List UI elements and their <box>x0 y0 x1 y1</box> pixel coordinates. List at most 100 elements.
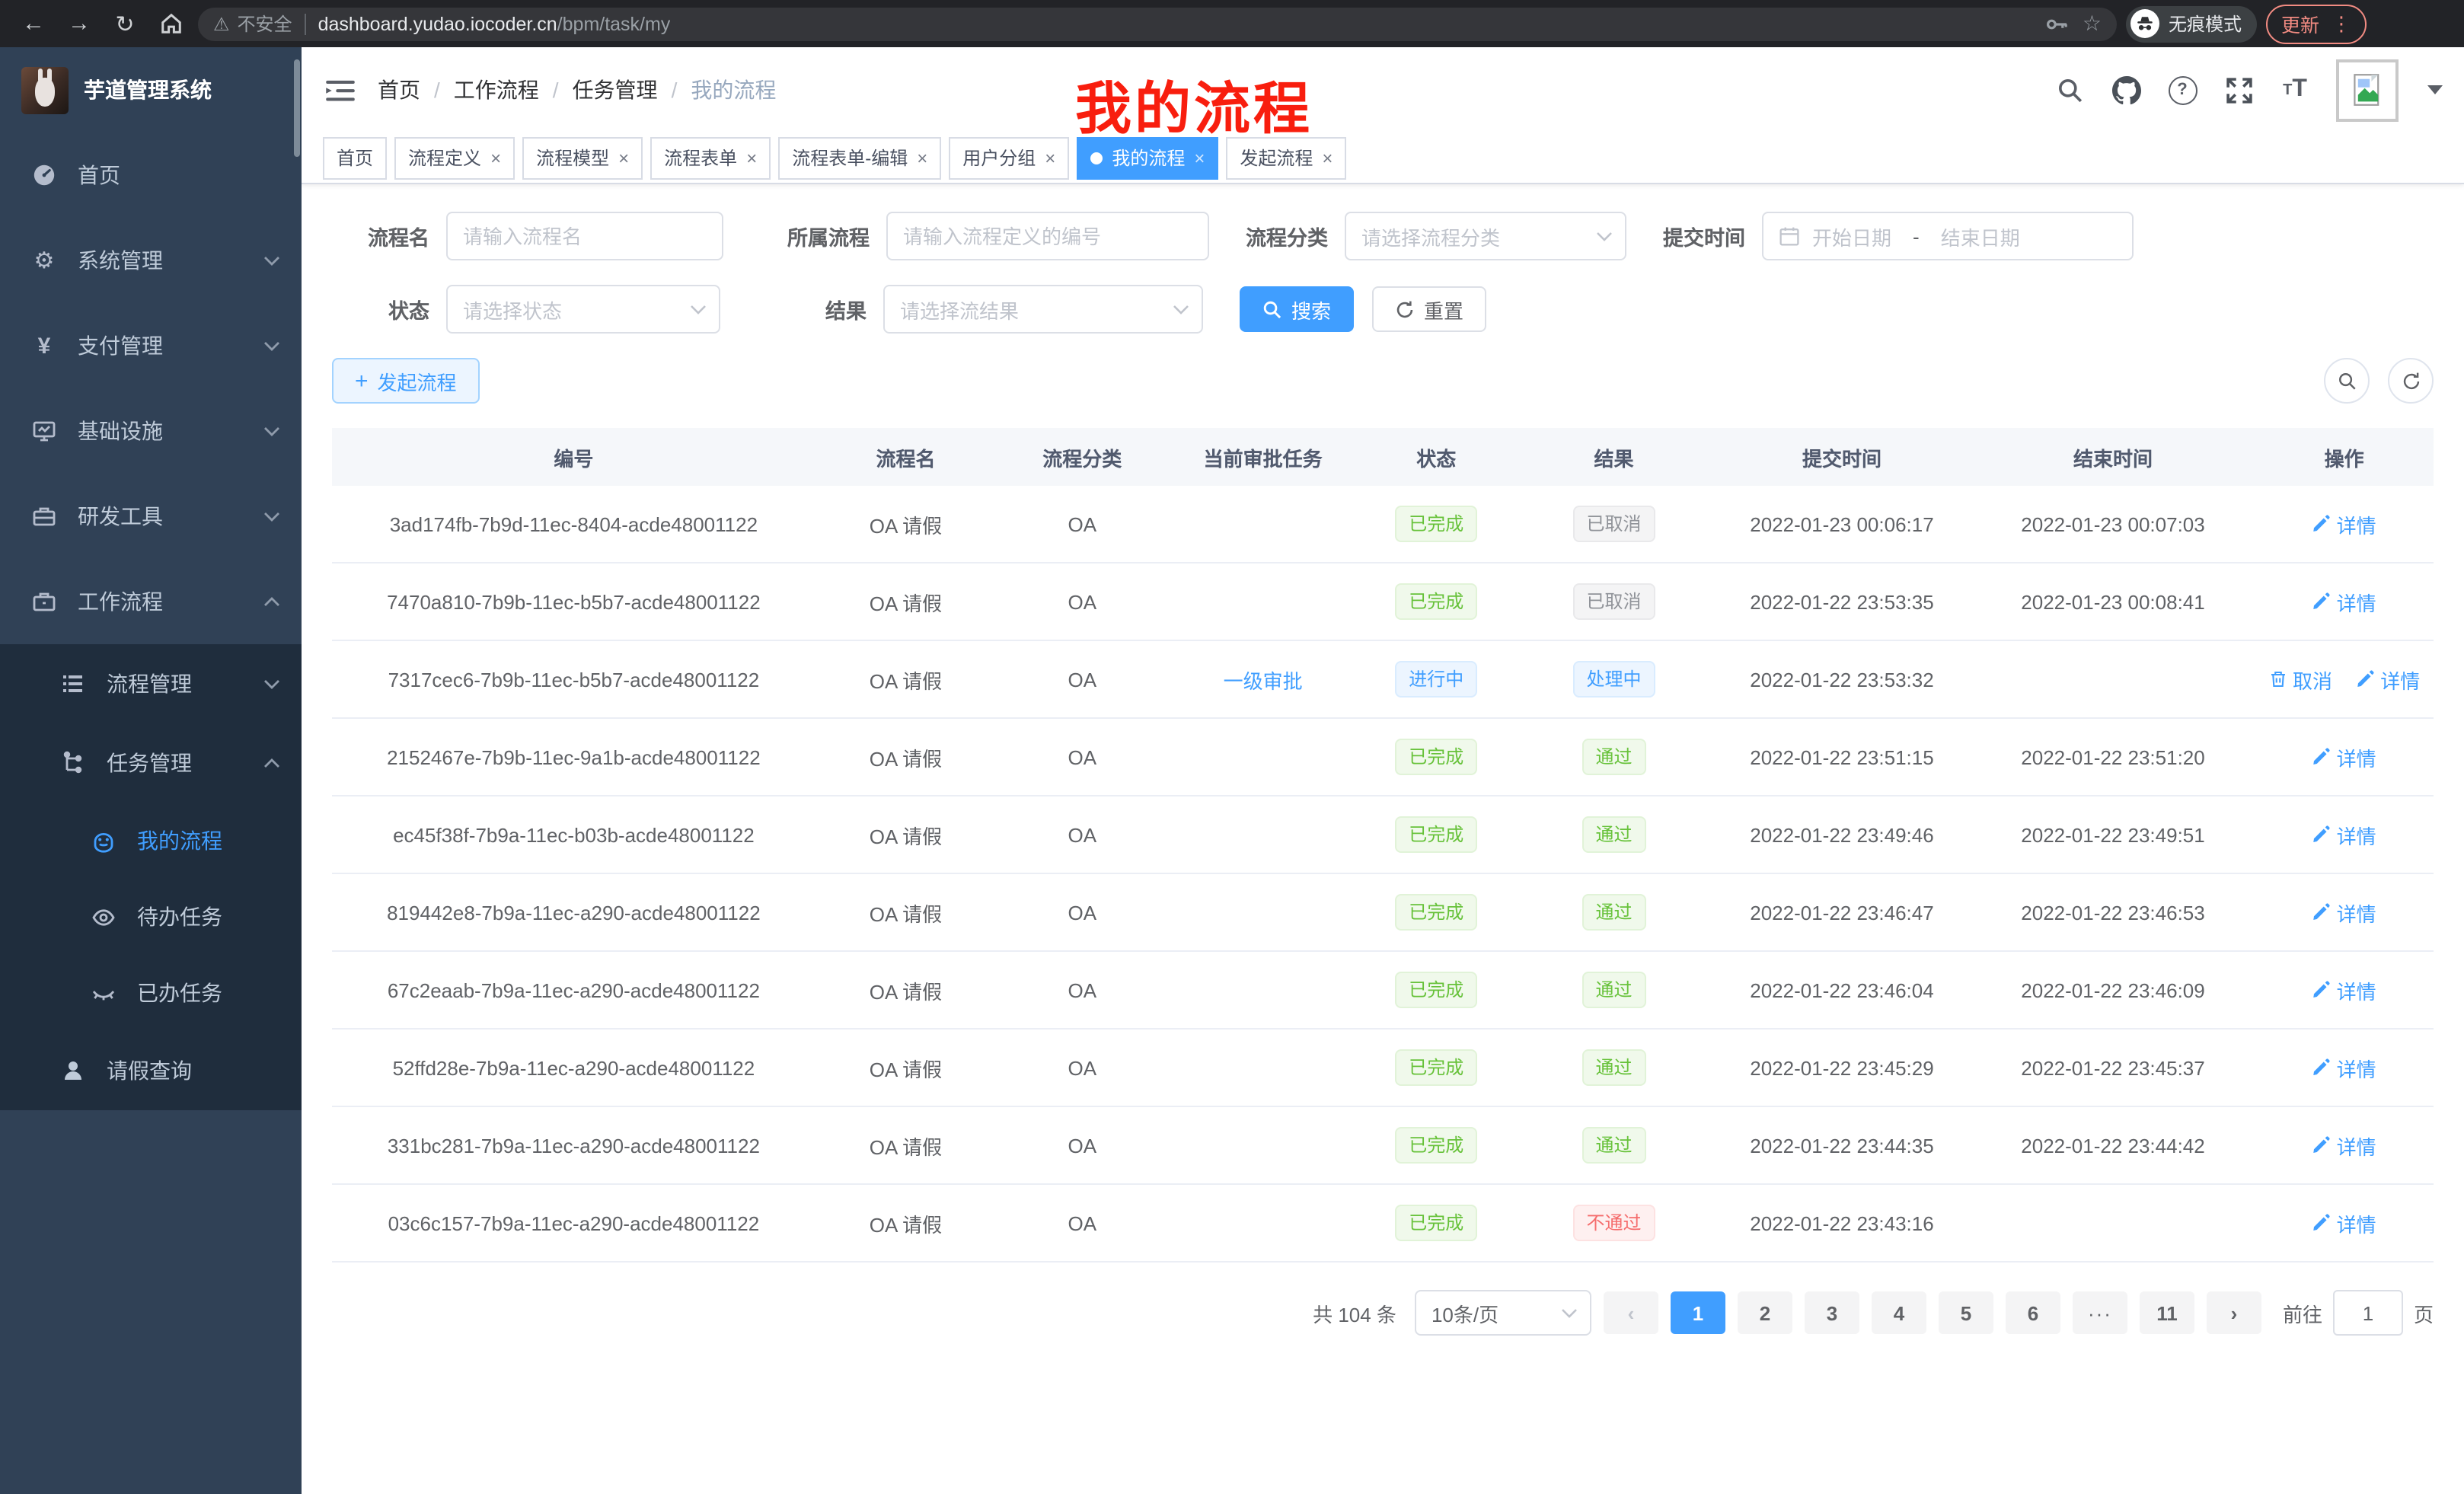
status-select[interactable]: 请选择状态 <box>446 285 720 334</box>
detail-link[interactable]: 详情 <box>2312 1131 2376 1160</box>
chrome-menu-icon[interactable]: ⋮ <box>2332 11 2351 34</box>
header-search-icon[interactable] <box>2054 75 2085 105</box>
sidebar-item-workflow[interactable]: 工作流程 <box>0 559 302 644</box>
reset-button[interactable]: 重置 <box>1372 286 1487 332</box>
sidebar-collapse-icon[interactable] <box>323 73 356 107</box>
close-icon[interactable]: × <box>618 147 630 168</box>
github-icon[interactable] <box>2111 75 2141 105</box>
cell-end-time: 2022-01-23 00:08:41 <box>1971 563 2255 641</box>
pagination-total: 共 104 条 <box>1313 1303 1396 1326</box>
detail-link[interactable]: 详情 <box>2312 587 2376 616</box>
detail-link[interactable]: 详情 <box>2312 1208 2376 1237</box>
sidebar-item-infrastructure[interactable]: 基础设施 <box>0 388 302 474</box>
url-bar[interactable]: ⚠ 不安全 dashboard.yudao.iocoder.cn/bpm/tas… <box>198 7 2117 40</box>
sidebar-item-done-tasks[interactable]: 已办任务 <box>0 955 302 1031</box>
workflow-submenu: 流程管理 任务管理 我的流程 <box>0 644 302 1110</box>
avatar[interactable] <box>2336 59 2399 121</box>
goto-page-input[interactable] <box>2332 1290 2403 1336</box>
cell-process-name: OA 请假 <box>815 873 997 952</box>
detail-link[interactable]: 详情 <box>2312 975 2376 1004</box>
page-button[interactable]: 11 <box>2139 1291 2194 1334</box>
detail-link[interactable]: 详情 <box>2312 1053 2376 1082</box>
tag-tab[interactable]: 流程模型 × <box>522 136 643 179</box>
app-header: 首页 / 工作流程 / 任务管理 / 我的流程 我的流程 ? <box>302 47 2464 140</box>
page-button[interactable]: 1 <box>1670 1291 1725 1334</box>
detail-link[interactable]: 详情 <box>2312 820 2376 849</box>
breadcrumb-workflow[interactable]: 工作流程 <box>453 78 539 102</box>
create-process-button[interactable]: + 发起流程 <box>332 358 480 404</box>
close-icon[interactable]: × <box>1045 147 1056 168</box>
app-logo-row[interactable]: 芋道管理系统 <box>0 47 302 132</box>
close-icon[interactable]: × <box>490 147 502 168</box>
page-content: 流程名 所属流程 流程分类 请选择流程分类 提交时间 开始日期 <box>302 184 2464 1494</box>
sidebar-item-process-management[interactable]: 流程管理 <box>0 644 302 723</box>
forward-icon[interactable]: → <box>68 11 91 37</box>
cell-process-id: 3ad174fb-7b9d-11ec-8404-acde48001122 <box>332 486 815 563</box>
detail-link[interactable]: 详情 <box>2312 898 2376 927</box>
home-icon[interactable] <box>152 5 189 42</box>
sidebar-item-task-management[interactable]: 任务管理 <box>0 723 302 803</box>
help-icon[interactable]: ? <box>2167 75 2197 105</box>
sidebar-item-my-process[interactable]: 我的流程 <box>0 803 302 879</box>
breadcrumb-task-management[interactable]: 任务管理 <box>572 78 658 102</box>
sidebar-item-devtools[interactable]: 研发工具 <box>0 474 302 559</box>
cancel-link[interactable]: 取消 <box>2268 665 2332 694</box>
tag-tab[interactable]: 流程表单 × <box>650 136 771 179</box>
sidebar-item-todo-tasks[interactable]: 待办任务 <box>0 879 302 955</box>
sidebar-scrollbar[interactable] <box>294 59 300 157</box>
page-size-select[interactable]: 10条/页 <box>1414 1290 1591 1336</box>
close-icon[interactable]: × <box>917 147 928 168</box>
close-icon[interactable]: × <box>1194 147 1205 168</box>
show-search-toggle-button[interactable] <box>2324 358 2370 404</box>
next-page-button[interactable]: › <box>2206 1291 2261 1334</box>
refresh-table-button[interactable] <box>2388 358 2434 404</box>
result-select[interactable]: 请选择流结果 <box>883 285 1203 334</box>
page-button[interactable]: 3 <box>1804 1291 1859 1334</box>
process-definition-input[interactable] <box>886 212 1209 260</box>
cell-end-time: 2022-01-22 23:44:42 <box>1971 1106 2255 1185</box>
current-task-link[interactable]: 一级审批 <box>1223 669 1303 692</box>
fullscreen-icon[interactable] <box>2223 75 2254 105</box>
tag-tab[interactable]: 用户分组 × <box>949 136 1070 179</box>
reload-icon[interactable]: ↻ <box>115 11 135 37</box>
chrome-update-button[interactable]: 更新 ⋮ <box>2265 4 2367 43</box>
page-button[interactable]: 2 <box>1737 1291 1792 1334</box>
tag-tab[interactable]: 发起流程 × <box>1226 136 1347 179</box>
search-button[interactable]: 搜索 <box>1240 286 1355 332</box>
back-icon[interactable]: ← <box>22 11 45 37</box>
bookmark-star-icon[interactable]: ☆ <box>2082 11 2102 35</box>
monitor-icon <box>32 419 56 443</box>
cell-submit-time: 2022-01-22 23:46:04 <box>1712 951 1971 1030</box>
not-secure-warning[interactable]: ⚠ 不安全 <box>213 13 292 35</box>
sidebar-item-system[interactable]: ⚙ 系统管理 <box>0 218 302 303</box>
cell-end-time: 2022-01-22 23:51:20 <box>1971 718 2255 796</box>
close-icon[interactable]: × <box>1322 147 1333 168</box>
chevron-down-icon <box>1596 231 1613 241</box>
tag-tab[interactable]: 流程表单-编辑 × <box>778 136 942 179</box>
tag-tab[interactable]: 首页 <box>323 136 388 179</box>
detail-link[interactable]: 详情 <box>2312 742 2376 771</box>
password-key-icon[interactable] <box>2046 11 2070 36</box>
process-name-input[interactable] <box>446 212 723 260</box>
sidebar-item-home[interactable]: 首页 <box>0 132 302 218</box>
breadcrumb-home[interactable]: 首页 <box>378 78 420 102</box>
sidebar-item-leave-query[interactable]: 请假查询 <box>0 1031 302 1110</box>
table-body: 3ad174fb-7b9d-11ec-8404-acde48001122 OA … <box>332 486 2434 1263</box>
tag-tab[interactable]: 我的流程 × <box>1077 136 1219 179</box>
detail-link[interactable]: 详情 <box>2312 509 2376 538</box>
page-button[interactable]: 4 <box>1871 1291 1926 1334</box>
close-icon[interactable]: × <box>746 147 758 168</box>
tag-tab[interactable]: 流程定义 × <box>394 136 515 179</box>
page-button[interactable]: 5 <box>1938 1291 1993 1334</box>
category-select[interactable]: 请选择流程分类 <box>1345 212 1626 260</box>
prev-page-button[interactable]: ‹ <box>1603 1291 1658 1334</box>
status-badge: 已完成 <box>1395 972 1478 1008</box>
cell-submit-time: 2022-01-22 23:49:46 <box>1712 796 1971 874</box>
page-button[interactable]: 6 <box>2005 1291 2060 1334</box>
page-button[interactable]: ··· <box>2072 1291 2127 1334</box>
avatar-caret-icon[interactable] <box>2427 85 2443 94</box>
detail-link[interactable]: 详情 <box>2356 665 2420 694</box>
sidebar-item-payment[interactable]: ¥ 支付管理 <box>0 303 302 388</box>
submit-time-range-picker[interactable]: 开始日期 - 结束日期 <box>1762 212 2134 260</box>
